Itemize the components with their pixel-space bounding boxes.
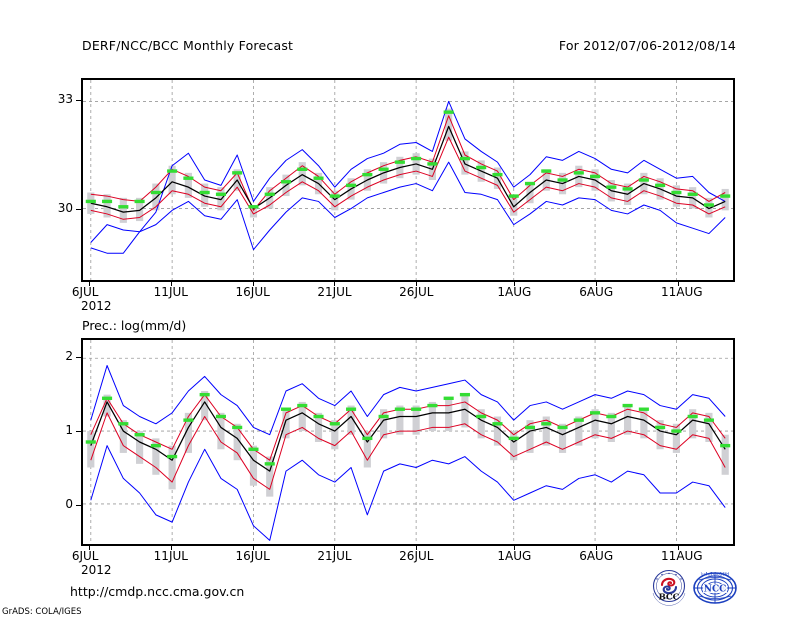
- svg-text:NCC: NCC: [704, 585, 727, 595]
- precipitation-plot-area: [83, 340, 733, 544]
- precipitation-xtick-label: 16JUL: [235, 549, 270, 563]
- precipitation-ytick-label: 0: [65, 497, 73, 512]
- precipitation-xtick-label: 11JUL: [153, 549, 188, 563]
- svg-text:\u4e2d\u56fd: \u4e2d\u56fd: [701, 572, 729, 577]
- precipitation-xtick-label: 6JUL: [71, 549, 99, 563]
- temperature-xtick-mark: [88, 282, 90, 286]
- temperature-xtick-label: 21JUL: [317, 285, 352, 299]
- temperature-ytick-mark: [76, 209, 81, 211]
- temperature-xtick-mark: [334, 282, 336, 286]
- bcc-logo: BCC: [652, 569, 686, 606]
- precipitation-xtick-label: 26JUL: [399, 549, 434, 563]
- precipitation-xtick-label: 21JUL: [317, 549, 352, 563]
- temperature-xtick-label: 11AUG: [661, 285, 703, 299]
- temperature-xtick-mark: [514, 282, 516, 286]
- temperature-xtick-mark: [170, 282, 172, 286]
- precipitation-xtick-mark: [678, 546, 680, 550]
- svg-text:BCC: BCC: [659, 593, 680, 603]
- precipitation-variable-label: Prec.: log(mm/d): [82, 318, 187, 333]
- temperature-xtick-mark: [596, 282, 598, 286]
- temperature-plot-area: [83, 80, 733, 280]
- precipitation-ytick-mark: [76, 505, 81, 507]
- precipitation-plot-panel: [81, 338, 735, 546]
- temperature-xtick-label: 11JUL: [153, 285, 188, 299]
- precipitation-ytick-mark: [76, 356, 81, 358]
- temperature-ytick-label: 30: [57, 201, 73, 216]
- precipitation-xtick-mark: [170, 546, 172, 550]
- precipitation-xtick-label: 11AUG: [661, 549, 703, 563]
- precipitation-ytick-label: 2: [65, 348, 73, 363]
- precipitation-xtick-mark: [596, 546, 598, 550]
- temperature-xtick-label: 1AUG: [497, 285, 532, 299]
- temperature-xtick-mark: [678, 282, 680, 286]
- precipitation-xtick-mark: [514, 546, 516, 550]
- precipitation-year-label: 2012: [81, 563, 112, 577]
- temperature-year-label: 2012: [81, 299, 112, 313]
- temperature-xtick-label: 26JUL: [399, 285, 434, 299]
- temperature-plot-panel: [81, 78, 735, 282]
- temperature-xtick-label: 16JUL: [235, 285, 270, 299]
- temperature-ytick-mark: [76, 99, 81, 101]
- chart-title: DERF/NCC/BCC Monthly Forecast: [82, 38, 294, 53]
- temperature-xtick-mark: [252, 282, 254, 286]
- forecast-period-label: For 2012/07/06-2012/08/14: [558, 38, 736, 53]
- temperature-ytick-label: 33: [57, 91, 73, 106]
- website-url[interactable]: http://cmdp.ncc.cma.gov.cn: [70, 584, 245, 599]
- precipitation-ytick-mark: [76, 430, 81, 432]
- precipitation-xtick-mark: [88, 546, 90, 550]
- precipitation-xtick-mark: [416, 546, 418, 550]
- precipitation-xtick-label: 1AUG: [497, 549, 532, 563]
- temperature-xtick-label: 6AUG: [579, 285, 614, 299]
- precipitation-ytick-label: 1: [65, 422, 73, 437]
- precipitation-xtick-mark: [252, 546, 254, 550]
- precipitation-xtick-mark: [334, 546, 336, 550]
- grads-credit: GrADS: COLA/IGES: [2, 607, 82, 617]
- precipitation-xtick-label: 6AUG: [579, 549, 614, 563]
- temperature-xtick-label: 6JUL: [71, 285, 99, 299]
- ncc-logo: \u4e2d\u56fd NCC: [693, 572, 737, 604]
- temperature-xtick-mark: [416, 282, 418, 286]
